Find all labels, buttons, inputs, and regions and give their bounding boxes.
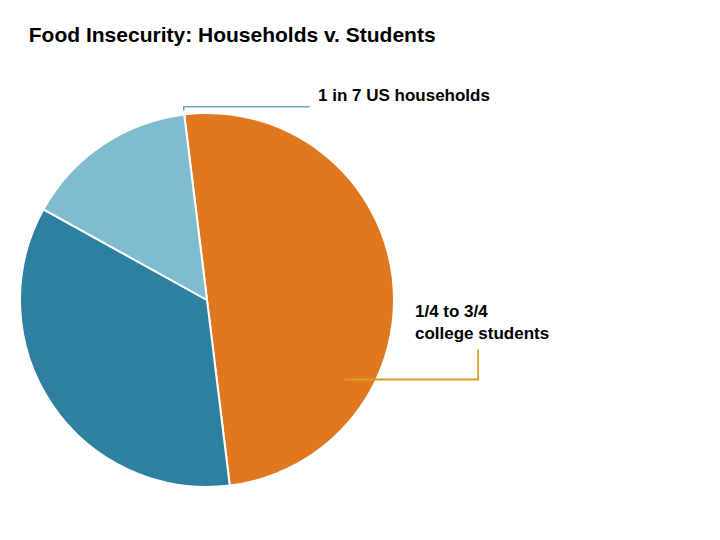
svg-text:Food Insecurity: Households v.: Food Insecurity: Households v. Students bbox=[29, 23, 436, 46]
svg-text:1/4 to 3/4college students: 1/4 to 3/4college students bbox=[415, 302, 549, 343]
svg-text:1 in 7 US households: 1 in 7 US households bbox=[318, 86, 490, 105]
